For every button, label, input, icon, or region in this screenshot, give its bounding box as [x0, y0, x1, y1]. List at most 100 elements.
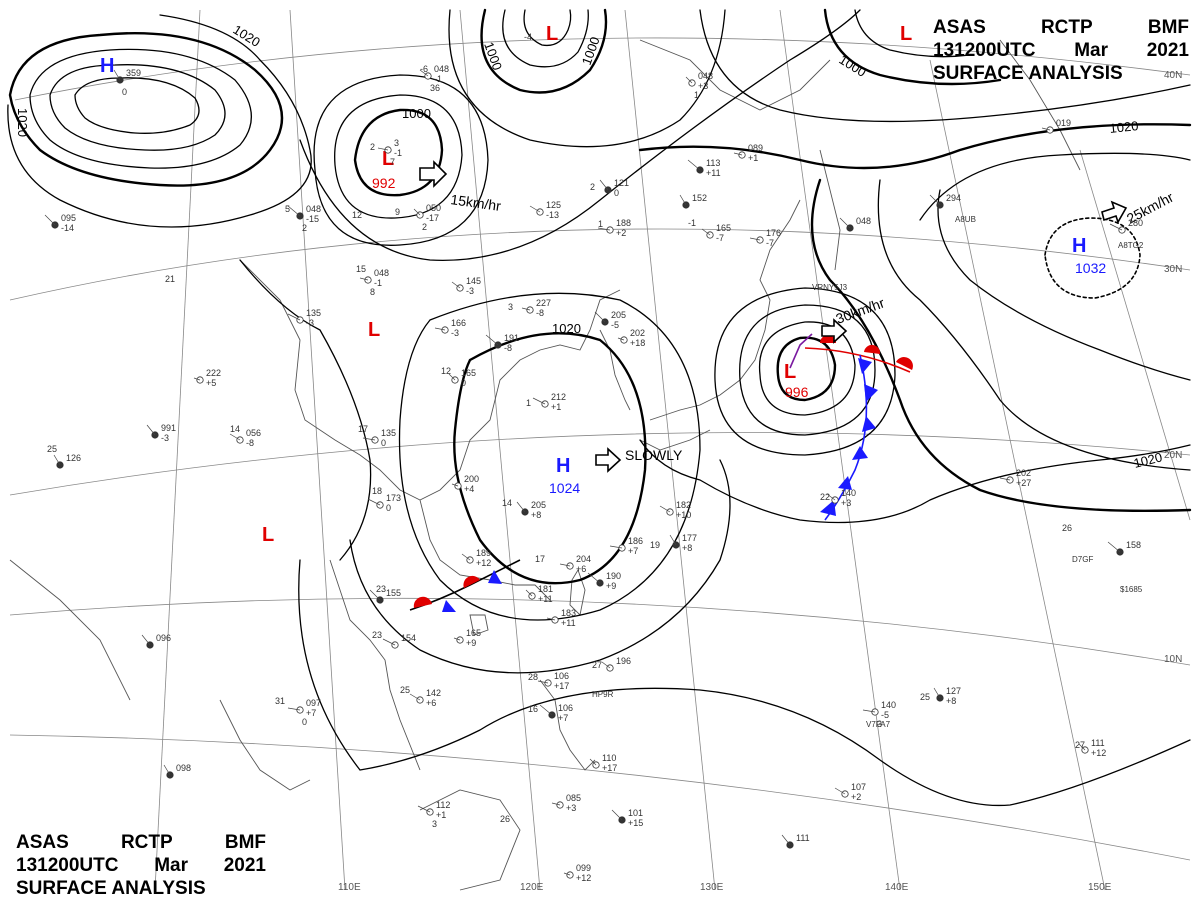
ship-callsigns: VRNY5J3 A8UB A8TG2 D7GF $1685 V7FA7 HP9R — [592, 215, 1144, 729]
isobar-ne-outer — [699, 9, 1191, 123]
wind-barb — [834, 787, 846, 795]
isobars — [7, 8, 1192, 807]
station-pressure: 111 — [1091, 738, 1105, 748]
station-temperature: 3 — [508, 302, 513, 312]
station-plot: 158 — [1107, 540, 1141, 556]
high-center-symbol: H — [1072, 235, 1086, 257]
wind-barb — [539, 704, 553, 716]
station-plot: 125-13 — [529, 200, 561, 220]
station-temperature: 18 — [372, 486, 382, 496]
station-tendency: +4 — [464, 484, 474, 494]
station-tendency: -3 — [451, 328, 459, 338]
station-pressure: 189 — [476, 548, 491, 558]
motion-arrow-high-1024 — [595, 447, 622, 473]
header-line-1: ASAS RCTP BMF — [933, 16, 1189, 39]
station-tendency: +18 — [630, 338, 645, 348]
station-tendency: -1 — [434, 74, 442, 84]
wind-barb — [551, 802, 561, 806]
wind-barb — [701, 228, 711, 236]
station-plot: 205-5 — [594, 310, 626, 330]
coast-malay — [219, 699, 311, 791]
warm-front-scallop — [896, 357, 913, 370]
wind-barb — [521, 307, 531, 311]
station-plot: 200+4 — [451, 474, 479, 494]
station-temperature: 23 — [372, 630, 382, 640]
station-tendency: +12 — [476, 558, 491, 568]
station-pressure: 048 — [374, 268, 389, 278]
wind-barb — [546, 617, 556, 621]
station-plot: 142+6 — [409, 688, 441, 708]
header-time: 131200UTC — [16, 855, 119, 876]
station-plot: 111 — [781, 833, 810, 849]
station-tendency: +8 — [682, 543, 692, 553]
header-line-1: ASAS RCTP BMF — [16, 831, 266, 854]
station-extra: 2 — [422, 222, 427, 232]
isobar-ne-1020 — [638, 123, 1192, 170]
station-temperature: 2 — [370, 142, 375, 152]
station-pressure: 111 — [796, 833, 810, 843]
station-pressure: 177 — [682, 533, 697, 543]
station-plot: 111+12 — [1078, 738, 1106, 758]
wind-barb — [826, 493, 836, 501]
low-center-symbol: L — [262, 524, 274, 546]
header-agency: ASAS — [16, 832, 69, 853]
station-tendency: +1 — [551, 402, 561, 412]
low-center-symbol: L — [368, 319, 380, 341]
station-extra: 8 — [370, 287, 375, 297]
station-tendency: +9 — [466, 638, 476, 648]
lon-line-140e — [779, 9, 901, 891]
warm-front-scallop — [820, 335, 836, 343]
station-extra: 3 — [877, 719, 882, 729]
cold-front-tooth — [820, 500, 836, 516]
isobar-low-996-4 — [714, 287, 896, 456]
wind-barb — [359, 277, 369, 281]
low-center-symbol: L — [900, 23, 912, 45]
lat-label: 10N — [1164, 654, 1182, 665]
lat-line-30n — [9, 228, 1191, 301]
cold-front-tooth — [862, 416, 876, 432]
isobar-south-1020 — [298, 559, 1191, 807]
isobar-high-outer — [398, 292, 701, 621]
station-tendency: +6 — [426, 698, 436, 708]
station-temperature: 17 — [535, 554, 545, 564]
station-tendency: -14 — [61, 223, 74, 233]
station-extra: 0 — [302, 717, 307, 727]
isobar-nw-outer — [8, 32, 284, 187]
station-plot: 294 — [929, 193, 961, 209]
motion-arrow-high-1032 — [1101, 200, 1128, 224]
coast-borneo — [419, 789, 521, 891]
ship-callsign: A8UB — [955, 215, 976, 224]
station-tendency: +17 — [602, 763, 617, 773]
stationary-warm — [463, 575, 480, 588]
station-plot: 089+1 — [733, 143, 763, 163]
station-pressure: 202 — [1016, 468, 1031, 478]
coast-asia — [239, 259, 621, 501]
wind-barb — [609, 545, 623, 549]
station-pressure: 112 — [436, 800, 450, 810]
wind-barb — [862, 709, 876, 713]
station-pressure: 191 — [504, 333, 519, 343]
station-tendency: -15 — [306, 214, 319, 224]
ship-callsign: A8TG2 — [1118, 241, 1144, 250]
station-plot: 991-3 — [146, 423, 176, 443]
station-temperature: -6 — [420, 64, 428, 74]
station-tendency: +27 — [1016, 478, 1031, 488]
wind-barb — [599, 179, 609, 191]
isobar-label: 1020 — [1132, 449, 1164, 471]
station-plot: 186+7 — [609, 536, 643, 556]
station-pressure: 106 — [558, 703, 573, 713]
station-temperature: 17 — [358, 424, 368, 434]
station-pressure: 089 — [748, 143, 763, 153]
station-pressure: 152 — [692, 193, 707, 203]
lat-line-20n — [9, 432, 1191, 496]
station-plot: 019 — [1041, 118, 1071, 134]
station-plot: 166-3 — [434, 318, 466, 338]
wind-barb — [601, 661, 611, 669]
motion-arrow-low-992 — [419, 160, 448, 188]
wind-barb — [1041, 127, 1051, 131]
station-temperature: -1 — [688, 218, 696, 228]
